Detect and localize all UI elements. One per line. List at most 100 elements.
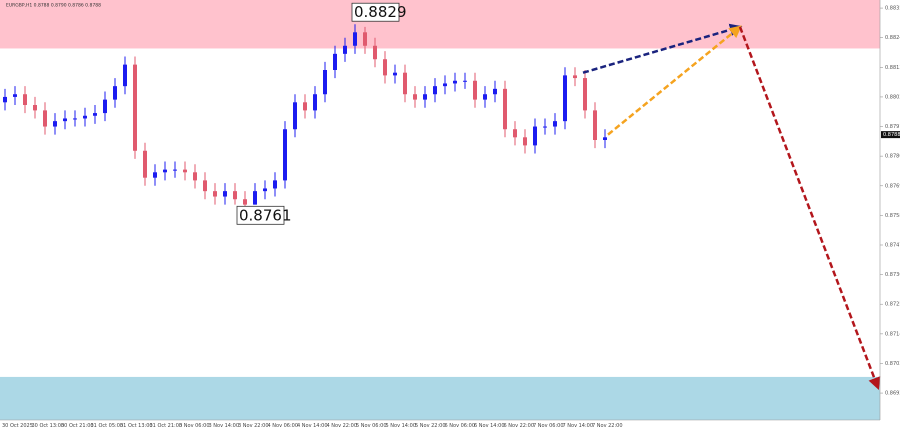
candle-body <box>113 86 117 100</box>
x-tick-label: 7 Nov 22:00 <box>592 423 623 429</box>
candle-body <box>213 191 217 197</box>
forecast-arrow <box>738 26 881 391</box>
candle-body <box>233 191 237 200</box>
candle-body <box>243 199 247 205</box>
candle-body <box>223 191 227 197</box>
annotation-label: 0.8761 <box>239 206 292 224</box>
candle-body <box>253 191 257 205</box>
x-tick-label: 4 Nov 06:00 <box>268 423 299 429</box>
candle-body <box>533 126 537 146</box>
annotation-label: 0.8829 <box>354 3 407 21</box>
annotation-box <box>236 205 285 225</box>
x-tick-label: 5 Nov 14:00 <box>386 423 417 429</box>
x-tick-label: 5 Nov 06:00 <box>356 423 387 429</box>
x-tick-label: 30 Oct 13:00 <box>32 423 65 429</box>
candle-body <box>433 86 437 95</box>
candle-body <box>283 129 287 181</box>
x-tick-label: 4 Nov 14:00 <box>297 423 328 429</box>
candle-body <box>393 72 397 76</box>
x-tick-label: 3 Nov 06:00 <box>179 423 210 429</box>
candle-body <box>193 172 197 181</box>
current-price-box <box>881 131 900 139</box>
candle-body <box>583 78 587 111</box>
candle-body <box>103 99 107 114</box>
x-tick-label: 3 Nov 14:00 <box>209 423 240 429</box>
target-zone <box>0 376 880 420</box>
x-tick-label: 4 Nov 22:00 <box>327 423 358 429</box>
candle-body <box>383 59 387 76</box>
y-tick-label: 0.8824 <box>885 35 900 41</box>
x-tick-label: 31 Oct 21:00 <box>150 423 183 429</box>
chart-title: EURGBP,H1 0.8788 0.8790 0.8786 0.8788 <box>6 3 101 9</box>
candle-body <box>263 188 267 192</box>
candle-body <box>553 121 557 127</box>
y-tick-label: 0.8714 <box>885 331 900 337</box>
candle-body <box>413 94 417 100</box>
candle-body <box>563 75 567 122</box>
x-tick-label: 6 Nov 06:00 <box>445 423 476 429</box>
candle-body <box>93 113 97 116</box>
candle-body <box>133 64 137 151</box>
candle-body <box>443 83 447 87</box>
candle-body <box>543 126 547 128</box>
y-tick-label: 0.8703 <box>885 361 900 367</box>
candle-body <box>313 94 317 111</box>
x-tick-label: 31 Oct 13:00 <box>120 423 153 429</box>
target-zone <box>0 0 880 49</box>
current-price-label: 0.8788 <box>883 132 900 138</box>
y-tick-label: 0.8747 <box>885 243 900 249</box>
candle-body <box>293 102 297 130</box>
candle-body <box>153 172 157 178</box>
candle-body <box>603 137 607 140</box>
candle-body <box>513 129 517 138</box>
candle-body <box>333 53 337 70</box>
candle-body <box>53 121 57 127</box>
candle-body <box>13 94 17 97</box>
x-tick-label: 30 Oct 21:00 <box>61 423 94 429</box>
candle-body <box>63 118 67 122</box>
candle-body <box>353 32 357 46</box>
forecast-arrow <box>582 23 743 74</box>
x-tick-label: 5 Nov 22:00 <box>415 423 446 429</box>
candle-body <box>463 80 467 82</box>
candle-body <box>593 110 597 140</box>
candle-body <box>483 94 487 100</box>
x-tick-label: 6 Nov 14:00 <box>474 423 505 429</box>
candle-body <box>493 88 497 95</box>
x-tick-label: 30 Oct 2025 <box>2 423 33 429</box>
candle-body <box>203 180 207 192</box>
x-tick-label: 6 Nov 22:00 <box>504 423 535 429</box>
candle-body <box>473 80 477 100</box>
candle-body <box>83 115 87 119</box>
candle-body <box>303 102 307 111</box>
y-tick-label: 0.8835 <box>885 6 900 12</box>
candle-body <box>73 118 77 120</box>
candle-body <box>43 110 47 127</box>
candle-body <box>323 70 327 95</box>
candle-body <box>33 105 37 111</box>
candle-body <box>503 88 507 130</box>
candle-body <box>3 96 7 103</box>
candle-body <box>573 75 577 79</box>
y-tick-label: 0.8725 <box>885 302 900 308</box>
annotation-box <box>351 2 400 22</box>
x-tick-label: 3 Nov 22:00 <box>238 423 269 429</box>
y-tick-label: 0.8692 <box>885 391 900 397</box>
x-tick-label: 31 Oct 05:00 <box>91 423 124 429</box>
candle-body <box>23 94 27 105</box>
candle-body <box>343 45 347 54</box>
candle-body <box>273 180 277 189</box>
x-tick-label: 7 Nov 14:00 <box>563 423 594 429</box>
y-tick-label: 0.8769 <box>885 183 900 189</box>
candle-body <box>373 45 377 60</box>
candle-body <box>173 169 177 171</box>
candle-body <box>363 32 367 46</box>
y-tick-label: 0.8758 <box>885 213 900 219</box>
y-tick-label: 0.8736 <box>885 272 900 278</box>
candle-body <box>143 150 147 178</box>
y-tick-label: 0.8791 <box>885 124 900 130</box>
y-tick-label: 0.8813 <box>885 65 900 71</box>
candle-body <box>523 137 527 146</box>
